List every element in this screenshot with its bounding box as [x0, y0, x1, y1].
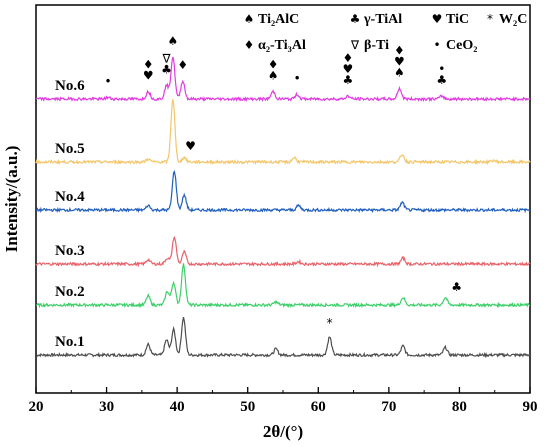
legend-symbol: ♦	[244, 38, 255, 52]
peak-marker: ♦	[177, 58, 188, 72]
plot-frame	[35, 4, 531, 394]
peak-marker: •♣	[436, 62, 447, 87]
trace-label: No.3	[55, 243, 85, 259]
trace-label: No.6	[55, 78, 85, 94]
legend-symbol: •	[433, 38, 440, 52]
peak-marker-symbol: ♦	[177, 58, 188, 72]
peak-marker-symbol: ♥	[394, 55, 405, 69]
peak-marker: •	[104, 75, 111, 89]
x-tick-label: 70	[381, 399, 396, 415]
peak-marker-symbol: ♣	[161, 63, 172, 77]
x-tick-label: 40	[170, 399, 185, 415]
trace-label: No.4	[55, 189, 85, 205]
peak-marker: ∇♣	[161, 52, 172, 77]
legend-entry: * W₂C	[487, 12, 527, 27]
legend-entry: ∇ β-Ti	[350, 38, 389, 53]
x-tick-label: 90	[523, 399, 538, 415]
peak-marker-symbol: ♦	[268, 58, 279, 72]
x-tick-label: 20	[29, 399, 44, 415]
peak-marker-symbol: ♣	[436, 73, 447, 87]
legend-entry: ♥ TiC	[432, 12, 469, 27]
peak-marker: ♦♠	[268, 58, 279, 83]
trace-label: No.5	[55, 141, 85, 157]
legend-entry: ♠ Ti₂AlC	[244, 12, 300, 27]
peak-marker-symbol: ♠	[268, 69, 279, 83]
legend-label: TiC	[446, 12, 469, 27]
legend-label: CeO₂	[446, 38, 477, 53]
x-tick-label: 50	[240, 399, 255, 415]
xrd-traces	[35, 56, 531, 359]
legend-symbol: ♠	[244, 12, 255, 26]
trace-no-6	[35, 56, 531, 103]
peak-marker-symbol: ♥	[185, 139, 196, 153]
x-axis: 20 30 40 50 60 70 80 90	[29, 387, 538, 415]
legend-label: Ti₂AlC	[258, 12, 299, 27]
x-tick-label: 30	[99, 399, 114, 415]
peak-marker-symbol: •	[294, 72, 301, 86]
trace-no-2	[35, 263, 531, 309]
peak-marker: ♦♥♠	[394, 44, 405, 80]
trace-no-1	[35, 316, 531, 359]
plot-area	[35, 4, 531, 394]
legend-label: W₂C	[499, 12, 527, 27]
legend-symbol: ♥	[432, 12, 443, 26]
x-axis-title: 2θ/(°)	[263, 422, 303, 441]
legend-entry: ♦ α₂-Ti₃Al	[244, 38, 306, 53]
peak-marker-symbol: ♠	[394, 66, 405, 80]
peak-marker-symbol: *	[327, 316, 333, 330]
legend-label: β-Ti	[364, 38, 389, 53]
peak-marker-symbol: ♦	[394, 44, 405, 58]
y-axis-title: Intensity/(a.u.)	[2, 146, 21, 253]
peak-annotations: •♦♥∇♣♠♦ ♦♠ •♦♥♣♦♥♠ •♣♥♣*	[104, 34, 462, 330]
legend: ♠ Ti₂AlC ♣ γ-TiAl ♥ TiC * W₂C ♦ α₂-Ti₃Al ∇ β-Ti • CeO…	[244, 12, 528, 53]
peak-marker-symbol: •	[104, 75, 111, 89]
trace-no-5	[35, 99, 531, 166]
peak-marker-symbol: ♦	[143, 58, 154, 72]
peak-marker: *	[327, 316, 333, 330]
x-tick-label: 60	[311, 399, 326, 415]
peak-marker-symbol: ♠	[168, 34, 179, 48]
legend-symbol: *	[487, 12, 493, 26]
trace-labels: No.1 No.2 No.3 No.4 No.5 No.6	[55, 78, 85, 350]
peak-marker-symbol: ♣	[451, 280, 462, 294]
peak-marker: ♦♥♣	[343, 51, 354, 87]
legend-entry: ♣ γ-TiAl	[350, 12, 403, 27]
x-tick-label: 80	[452, 399, 467, 415]
trace-no-4	[35, 169, 531, 214]
peak-marker-symbol: ♦	[343, 51, 354, 65]
peak-marker-symbol: ♥	[343, 62, 354, 76]
legend-label: α₂-Ti₃Al	[258, 38, 306, 53]
legend-symbol: ♣	[350, 12, 361, 26]
trace-label: No.2	[55, 284, 85, 300]
peak-marker-symbol: •	[438, 62, 445, 76]
peak-marker-symbol: ∇	[162, 52, 172, 66]
peak-marker: ♥	[185, 139, 196, 153]
legend-label: γ-TiAl	[363, 12, 402, 27]
peak-marker: •	[294, 72, 301, 86]
peak-marker-symbol: ♣	[343, 73, 354, 87]
peak-marker: ♦♥	[143, 58, 154, 83]
peak-marker: ♣	[451, 280, 462, 294]
trace-label: No.1	[55, 334, 85, 350]
peak-marker-symbol: ♥	[143, 69, 154, 83]
trace-no-3	[35, 236, 531, 268]
peak-marker: ♠	[168, 34, 179, 48]
legend-entry: • CeO₂	[433, 38, 477, 53]
legend-symbol: ∇	[350, 38, 360, 52]
